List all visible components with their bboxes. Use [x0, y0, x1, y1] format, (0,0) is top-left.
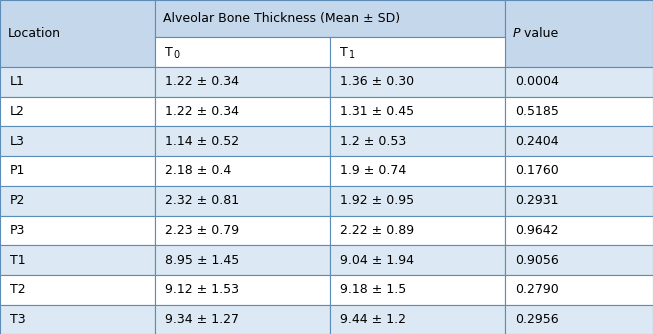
Bar	[330, 305, 505, 334]
Bar	[0, 156, 155, 186]
Bar	[155, 305, 330, 334]
Text: 0.2956: 0.2956	[515, 313, 558, 326]
Bar	[155, 67, 330, 97]
Bar	[0, 215, 155, 245]
Bar	[330, 245, 505, 275]
Text: P1: P1	[10, 164, 25, 177]
Bar	[330, 215, 505, 245]
Text: 1.14 ± 0.52: 1.14 ± 0.52	[165, 135, 239, 148]
Text: 1.22 ± 0.34: 1.22 ± 0.34	[165, 105, 239, 118]
Text: 0.9642: 0.9642	[515, 224, 558, 237]
Text: 9.18 ± 1.5: 9.18 ± 1.5	[340, 283, 406, 296]
Text: T: T	[165, 45, 173, 58]
Text: T2: T2	[10, 283, 25, 296]
Text: 1.2 ± 0.53: 1.2 ± 0.53	[340, 135, 406, 148]
Bar	[0, 126, 155, 156]
Bar	[155, 245, 330, 275]
Text: value: value	[520, 27, 559, 40]
Text: 0.5185: 0.5185	[515, 105, 559, 118]
Text: L1: L1	[10, 75, 25, 89]
Text: Location: Location	[8, 27, 61, 40]
Bar	[330, 126, 505, 156]
Text: 0: 0	[174, 50, 180, 60]
Text: 1.36 ± 0.30: 1.36 ± 0.30	[340, 75, 414, 89]
Text: 0.9056: 0.9056	[515, 254, 559, 267]
Text: 0.2404: 0.2404	[515, 135, 558, 148]
Text: T: T	[340, 45, 348, 58]
Bar	[0, 186, 155, 215]
Bar	[505, 97, 653, 126]
Bar	[155, 0, 505, 37]
Text: T3: T3	[10, 313, 25, 326]
Text: 2.32 ± 0.81: 2.32 ± 0.81	[165, 194, 239, 207]
Bar	[0, 0, 155, 67]
Bar	[505, 245, 653, 275]
Bar	[505, 126, 653, 156]
Bar	[155, 37, 330, 67]
Bar	[505, 156, 653, 186]
Text: 1.9 ± 0.74: 1.9 ± 0.74	[340, 164, 406, 177]
Bar	[330, 37, 505, 67]
Bar	[155, 126, 330, 156]
Text: 9.04 ± 1.94: 9.04 ± 1.94	[340, 254, 414, 267]
Text: T1: T1	[10, 254, 25, 267]
Bar	[155, 215, 330, 245]
Bar	[155, 97, 330, 126]
Bar	[505, 215, 653, 245]
Bar	[330, 275, 505, 305]
Bar	[155, 156, 330, 186]
Bar	[0, 67, 155, 97]
Text: L3: L3	[10, 135, 25, 148]
Text: L2: L2	[10, 105, 25, 118]
Text: 0.2790: 0.2790	[515, 283, 559, 296]
Text: 1.31 ± 0.45: 1.31 ± 0.45	[340, 105, 414, 118]
Text: 9.44 ± 1.2: 9.44 ± 1.2	[340, 313, 406, 326]
Text: 0.2931: 0.2931	[515, 194, 558, 207]
Bar	[0, 97, 155, 126]
Text: 0.1760: 0.1760	[515, 164, 559, 177]
Bar	[330, 97, 505, 126]
Bar	[330, 156, 505, 186]
Text: 8.95 ± 1.45: 8.95 ± 1.45	[165, 254, 239, 267]
Bar	[0, 275, 155, 305]
Bar	[330, 186, 505, 215]
Text: P2: P2	[10, 194, 25, 207]
Text: 1: 1	[349, 50, 355, 60]
Text: 1.22 ± 0.34: 1.22 ± 0.34	[165, 75, 239, 89]
Text: 9.34 ± 1.27: 9.34 ± 1.27	[165, 313, 239, 326]
Text: 2.22 ± 0.89: 2.22 ± 0.89	[340, 224, 414, 237]
Text: 2.18 ± 0.4: 2.18 ± 0.4	[165, 164, 231, 177]
Text: P: P	[513, 27, 520, 40]
Text: 0.0004: 0.0004	[515, 75, 559, 89]
Bar	[505, 67, 653, 97]
Text: 9.12 ± 1.53: 9.12 ± 1.53	[165, 283, 239, 296]
Bar	[505, 0, 653, 67]
Text: P3: P3	[10, 224, 25, 237]
Text: 2.23 ± 0.79: 2.23 ± 0.79	[165, 224, 239, 237]
Bar	[505, 275, 653, 305]
Bar	[0, 305, 155, 334]
Bar	[155, 275, 330, 305]
Text: Alveolar Bone Thickness (Mean ± SD): Alveolar Bone Thickness (Mean ± SD)	[163, 12, 400, 25]
Text: 1.92 ± 0.95: 1.92 ± 0.95	[340, 194, 414, 207]
Bar	[0, 245, 155, 275]
Bar	[330, 67, 505, 97]
Bar	[505, 186, 653, 215]
Bar	[505, 305, 653, 334]
Bar	[155, 186, 330, 215]
